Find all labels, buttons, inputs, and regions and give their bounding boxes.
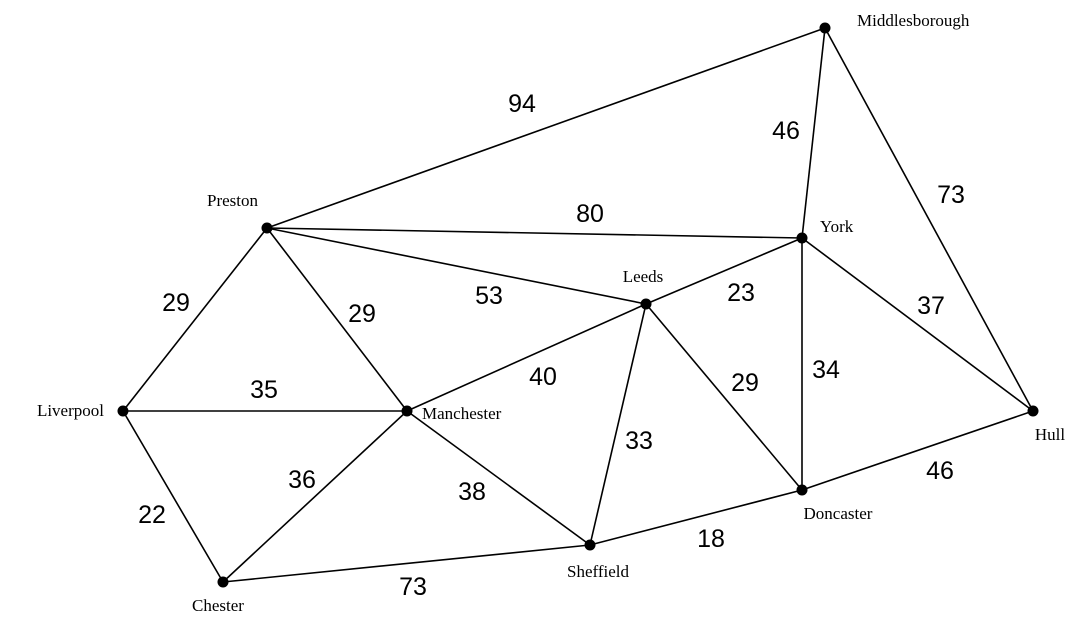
node-chester (217, 576, 229, 588)
edge-weight-leeds-york: 23 (727, 279, 755, 307)
edge-weight-preston-manchester: 29 (348, 300, 376, 328)
edge-weight-liverpool-chester: 22 (138, 501, 166, 529)
edge-weight-manchester-sheffield: 38 (458, 478, 486, 506)
node-label-york: York (820, 217, 854, 236)
edge-weight-york-doncaster: 34 (812, 356, 840, 384)
edge-weight-leeds-sheffield: 33 (625, 427, 653, 455)
node-liverpool (117, 405, 129, 417)
edge-preston-liverpool (122, 227, 268, 412)
edge-preston-york (266, 227, 803, 239)
edge-liverpool-chester (122, 410, 224, 583)
edge-chester-sheffield (222, 544, 591, 583)
edge-preston-middlesborough (266, 27, 826, 229)
edge-doncaster-hull (801, 410, 1034, 491)
node-label-manchester: Manchester (422, 404, 502, 423)
edge-sheffield-doncaster (589, 489, 803, 546)
edge-weight-manchester-chester: 36 (288, 466, 316, 494)
node-preston (261, 222, 273, 234)
edge-weight-sheffield-doncaster: 18 (697, 525, 725, 553)
node-label-hull: Hull (1035, 425, 1066, 444)
node-label-leeds: Leeds (623, 267, 664, 286)
node-label-middlesborough: Middlesborough (857, 11, 970, 30)
edge-weight-york-hull: 37 (917, 292, 945, 320)
node-label-liverpool: Liverpool (37, 401, 104, 420)
edge-weight-preston-middlesborough: 94 (508, 90, 536, 118)
node-label-sheffield: Sheffield (567, 562, 630, 581)
node-york (796, 232, 808, 244)
node-leeds (640, 298, 652, 310)
edge-labels-layer: 94 46 73 80 53 29 29 23 37 34 40 29 33 35 22 36 38 46 18 73 (138, 90, 965, 601)
edge-manchester-sheffield (406, 410, 591, 546)
node-label-doncaster: Doncaster (804, 504, 873, 523)
edge-weight-chester-sheffield: 73 (399, 573, 427, 601)
edge-weight-doncaster-hull: 46 (926, 457, 954, 485)
edge-leeds-doncaster (645, 303, 803, 491)
edge-hull-middlesborough (824, 27, 1034, 412)
edge-preston-manchester (266, 227, 408, 412)
node-manchester (401, 405, 413, 417)
node-sheffield (584, 539, 596, 551)
edge-leeds-york (645, 237, 803, 305)
edge-manchester-leeds (406, 303, 647, 412)
edge-weight-york-middlesborough: 46 (772, 117, 800, 145)
node-labels-layer: Middlesborough Preston York Leeds Liverpool M… (37, 11, 1065, 615)
node-doncaster (796, 484, 808, 496)
edge-weight-preston-york: 80 (576, 200, 604, 228)
node-hull (1027, 405, 1039, 417)
edge-weight-manchester-leeds: 40 (529, 363, 557, 391)
node-label-preston: Preston (207, 191, 259, 210)
nodes-layer (117, 22, 1039, 588)
edge-weight-leeds-doncaster: 29 (731, 369, 759, 397)
edge-york-hull (801, 237, 1034, 412)
edge-weight-preston-liverpool: 29 (162, 289, 190, 317)
node-label-chester: Chester (192, 596, 244, 615)
edge-weight-hull-middlesborough: 73 (937, 181, 965, 209)
edge-weight-preston-leeds: 53 (475, 282, 503, 310)
edge-preston-leeds (266, 227, 647, 305)
edge-leeds-sheffield (589, 303, 647, 546)
edge-manchester-chester (222, 410, 408, 583)
edge-weight-liverpool-manchester: 35 (250, 376, 278, 404)
edges-layer (122, 27, 1034, 583)
node-middlesborough (819, 22, 831, 34)
edge-york-middlesborough (801, 27, 826, 239)
